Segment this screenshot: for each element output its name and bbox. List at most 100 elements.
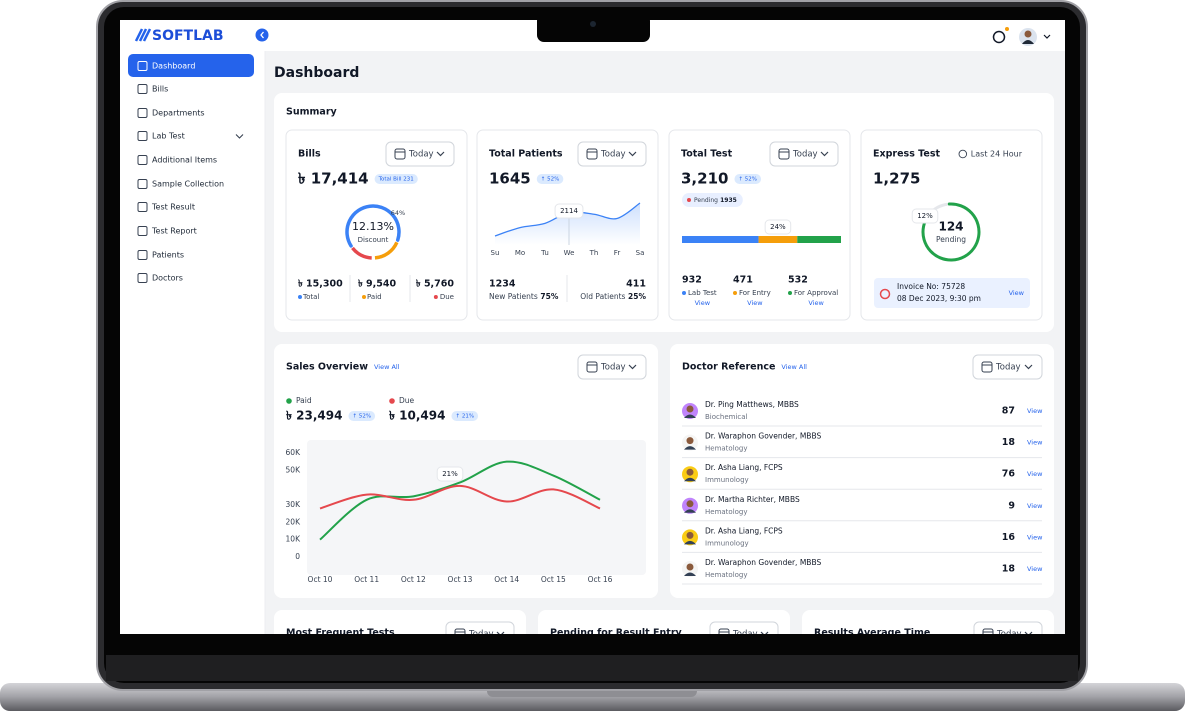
dropdown[interactable]	[385, 141, 455, 167]
badge-text: ↑ 52%	[541, 176, 560, 183]
doctor-panel	[670, 344, 1054, 598]
notification-icon[interactable]	[992, 30, 1006, 44]
amount: 1,275	[873, 170, 920, 188]
legend-label: Paid	[296, 396, 312, 405]
y-tick-label: 10K	[286, 535, 302, 544]
view-all-link[interactable]: View All	[374, 363, 400, 371]
dropdown-label[interactable]: Today	[995, 363, 1021, 373]
dropdown[interactable]	[973, 621, 1043, 646]
brand-logo	[142, 28, 152, 42]
nav-item[interactable]: Test Report	[151, 227, 197, 236]
view-link[interactable]: View	[695, 299, 711, 307]
bezel-bottom	[106, 655, 1078, 681]
ring-caption: Pending	[936, 235, 966, 244]
legend-dot	[362, 295, 366, 299]
avatar-body	[684, 477, 696, 482]
calendar-icon	[586, 148, 598, 160]
x-tick-label: Oct 14	[494, 575, 519, 584]
nav-item[interactable]: Sample Collection	[152, 180, 224, 189]
text-part: 75%	[538, 292, 559, 301]
x-tick-label: Oct 12	[401, 575, 426, 584]
view-link[interactable]: View	[1027, 439, 1043, 447]
collapse-button[interactable]	[255, 28, 269, 42]
legend-dot	[286, 398, 292, 404]
x-tick-label: Th	[589, 249, 599, 257]
chevron	[1024, 364, 1033, 370]
avatar-body	[1022, 40, 1034, 44]
doctor-count: 76	[1002, 469, 1016, 480]
dropdown-label[interactable]: Today	[996, 630, 1022, 640]
dropdown-label[interactable]: Today	[792, 150, 818, 160]
dropdown[interactable]	[972, 354, 1043, 380]
chevron	[496, 631, 505, 634]
y-tick-label: 0	[295, 552, 300, 561]
nav-item[interactable]: Departments	[152, 109, 205, 118]
doctor-department: Hematology	[705, 445, 748, 453]
x-tick-label: Fr	[614, 249, 621, 257]
summary-card	[860, 129, 1043, 321]
calendar-icon	[394, 148, 406, 160]
view-link[interactable]: View	[1027, 407, 1043, 415]
nav-icon	[137, 61, 148, 71]
view-link[interactable]: View	[747, 299, 763, 307]
legend-dot	[733, 291, 737, 295]
view-link[interactable]: View	[1027, 502, 1043, 510]
badge-text: Total Bill 231	[378, 177, 414, 183]
nav-item[interactable]: Lab Test	[152, 132, 185, 141]
dropdown-label[interactable]: Today	[600, 150, 626, 160]
nav-item[interactable]: Bills	[152, 85, 168, 94]
dropdown-label[interactable]: Today	[732, 630, 758, 640]
panel-title: Sales Overview	[286, 362, 368, 373]
gauge-arc	[351, 246, 372, 260]
view-link[interactable]: View	[808, 299, 824, 307]
gauge-arc	[374, 241, 399, 260]
nav-icon	[137, 226, 148, 236]
doctor-department: Hematology	[705, 508, 748, 516]
dropdown[interactable]	[577, 141, 647, 167]
panel-title: Results Average Time	[814, 628, 930, 639]
stat-label: Paid	[367, 293, 382, 301]
doctor-count: 87	[1002, 406, 1015, 417]
dropdown[interactable]	[769, 141, 839, 167]
view-link[interactable]: View	[1027, 565, 1043, 573]
calendar-icon	[982, 628, 994, 634]
avatar-head	[1024, 30, 1032, 38]
summary-panel	[274, 93, 1054, 332]
invoice-number: Invoice No: 75728	[897, 282, 965, 291]
view-link[interactable]: View	[1009, 289, 1025, 297]
invoice-date: 08 Dec 2023, 9:30 pm	[897, 294, 981, 303]
badge-text: ↑ 52%	[352, 413, 371, 420]
chevron	[820, 151, 829, 157]
calendar-icon	[454, 628, 466, 634]
bar-segment	[682, 236, 759, 243]
nav-active	[128, 54, 254, 77]
bar-segment	[797, 236, 841, 243]
nav-item[interactable]: Additional Items	[152, 156, 217, 165]
ring-value: 124	[938, 220, 963, 234]
tooltip	[436, 466, 464, 482]
view-link[interactable]: View	[1027, 533, 1043, 541]
stat-value: ৳ 15,300	[298, 279, 343, 290]
gauge-arc	[345, 204, 401, 248]
badge	[451, 411, 479, 421]
dropdown-label[interactable]: Today	[600, 363, 626, 373]
view-link[interactable]: View	[1027, 470, 1043, 478]
nav-icon	[137, 84, 148, 94]
line-series	[319, 484, 601, 510]
dropdown-label[interactable]: Today	[468, 630, 494, 640]
line-series	[319, 460, 601, 541]
chevron	[760, 631, 769, 634]
dropdown-label[interactable]: Today	[408, 150, 434, 160]
dropdown[interactable]	[577, 354, 647, 380]
dropdown[interactable]	[445, 621, 515, 646]
badge	[348, 411, 376, 421]
chevron	[436, 151, 445, 157]
badge	[374, 174, 418, 184]
view-all-link[interactable]: View All	[781, 363, 807, 371]
nav-item[interactable]: Patients	[152, 251, 184, 260]
dropdown[interactable]	[709, 621, 779, 646]
nav-item[interactable]: Test Result	[151, 203, 195, 212]
nav-item[interactable]: Doctors	[152, 274, 183, 283]
nav-item[interactable]: Dashboard	[152, 62, 195, 71]
